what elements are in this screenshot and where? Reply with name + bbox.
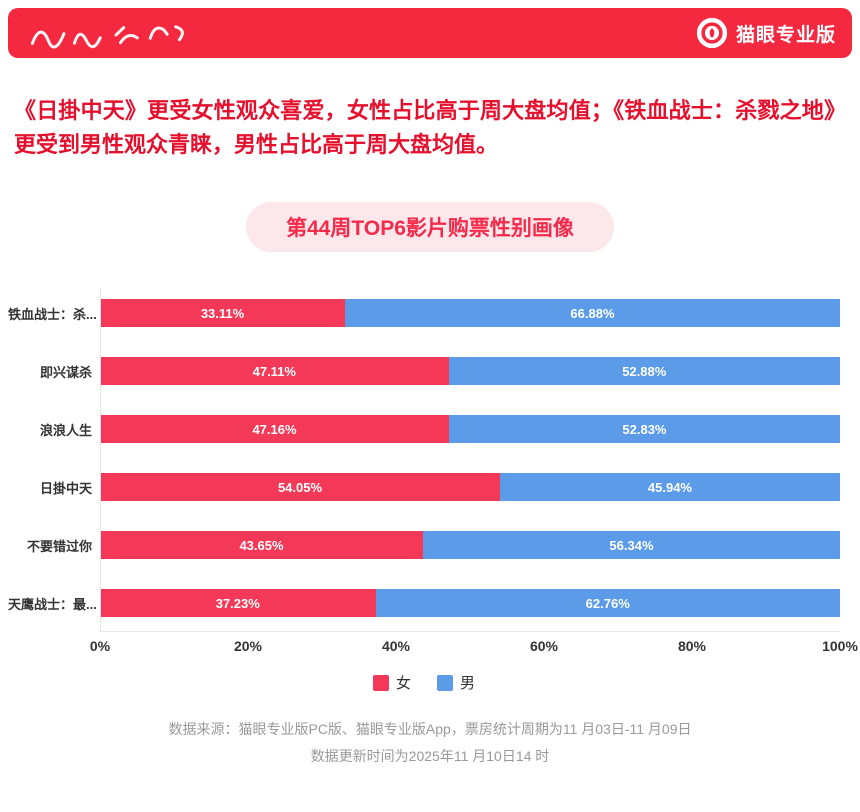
data-source-text: 数据来源：猫眼专业版PC版、猫眼专业版App，票房统计周期为11 月03日-11… (168, 721, 692, 737)
maoyan-logo-icon (696, 17, 728, 49)
bar-segment-female: 47.11% (100, 357, 449, 385)
value-label: 45.94% (647, 479, 692, 495)
header-scribble (30, 25, 184, 49)
update-time-text: 数据更新时间为2025年11 月10日14 时 (310, 748, 550, 764)
report-page: 猫眼专业版 《日掛中天》更受女性观众喜爱，女性占比高于周大盘均值；《铁血战士：杀… (0, 8, 860, 766)
bar-segment-female: 54.05% (100, 473, 500, 501)
x-tick-label: 20% (233, 638, 263, 654)
bar-track: 37.23% 62.76% (100, 589, 840, 617)
category-label: 不要错过你 (26, 538, 92, 554)
legend-label: 女 (395, 675, 411, 692)
legend-swatch (437, 674, 453, 691)
chart-legend: 女男 (8, 672, 840, 693)
chart-title: 第44周TOP6影片购票性别画像 (246, 202, 614, 252)
value-label: 37.23% (215, 595, 260, 611)
gender-share-chart: 铁血战士：杀... 33.11% 66.88% 即兴谋杀 47.11% 52.88% 浪浪人… (8, 284, 858, 693)
app-header: 猫眼专业版 (8, 8, 852, 58)
value-label: 56.34% (609, 537, 654, 553)
bar-track: 47.16% 52.83% (100, 415, 840, 443)
category-label: 即兴谋杀 (39, 364, 92, 380)
value-label: 33.11% (200, 305, 245, 321)
bar-segment-male: 66.88% (345, 299, 840, 327)
legend-item-female: 女 (372, 672, 411, 693)
bar-segment-female: 33.11% (100, 299, 345, 327)
x-tick-label: 0% (89, 638, 111, 654)
category-label: 日掛中天 (39, 480, 92, 496)
legend-label: 男 (460, 675, 476, 692)
bar-segment-male: 62.76% (375, 589, 840, 617)
bar-segment-female: 47.16% (100, 415, 449, 443)
legend-swatch (372, 674, 389, 691)
bar-segment-male: 52.83% (448, 415, 840, 443)
value-label: 52.88% (622, 363, 667, 379)
bar-segment-male: 56.34% (423, 531, 840, 559)
x-tick-label: 100% (822, 638, 858, 654)
bar-track: 54.05% 45.94% (100, 473, 840, 501)
x-tick-label: 60% (529, 638, 559, 654)
chart-rows: 铁血战士：杀... 33.11% 66.88% 即兴谋杀 47.11% 52.88% 浪浪人… (8, 284, 840, 632)
value-label: 47.11% (252, 363, 296, 379)
bar-segment-male: 52.88% (448, 357, 840, 385)
legend-item-male: 男 (437, 672, 475, 693)
chart-row: 铁血战士：杀... 33.11% 66.88% (8, 284, 840, 342)
bar-track: 43.65% 56.34% (100, 531, 840, 559)
summary-text: 《日掛中天》更受女性观众喜爱，女性占比高于周大盘均值；《铁血战士：杀戮之地》更受… (14, 98, 846, 157)
value-label: 62.76% (585, 595, 630, 611)
chart-row: 即兴谋杀 47.11% 52.88% (8, 342, 840, 400)
chart-row: 不要错过你 43.65% 56.34% (8, 516, 840, 574)
bar-track: 33.11% 66.88% (100, 299, 840, 327)
chart-row: 浪浪人生 47.16% 52.83% (8, 400, 840, 458)
value-label: 52.83% (622, 421, 667, 437)
chart-row: 日掛中天 54.05% 45.94% (8, 458, 840, 516)
brand: 猫眼专业版 (696, 17, 836, 49)
bar-segment-male: 45.94% (499, 473, 840, 501)
bar-segment-female: 37.23% (100, 589, 376, 617)
x-axis: 0% 20% 40% 60% 80% 100% (90, 638, 858, 662)
value-label: 66.88% (570, 305, 615, 321)
chart-row: 天鹰战士：最... 37.23% 62.76% (8, 574, 840, 632)
x-tick-label: 80% (677, 638, 707, 654)
bar-segment-female: 43.65% (100, 531, 423, 559)
value-label: 43.65% (239, 537, 284, 553)
x-tick-label: 40% (381, 638, 411, 654)
category-label: 浪浪人生 (39, 422, 92, 438)
bar-track: 47.11% 52.88% (100, 357, 840, 385)
value-label: 47.16% (252, 421, 297, 437)
report-footer: 数据来源：猫眼专业版PC版、猫眼专业版App，票房统计周期为11 月03日-11… (0, 719, 860, 766)
chart-title-wrap: 第44周TOP6影片购票性别画像 (0, 202, 860, 252)
value-label: 54.05% (277, 479, 323, 495)
category-label: 铁血战士：杀... (8, 306, 97, 322)
category-label: 天鹰战士：最... (8, 596, 97, 612)
brand-name: 猫眼专业版 (735, 24, 836, 46)
